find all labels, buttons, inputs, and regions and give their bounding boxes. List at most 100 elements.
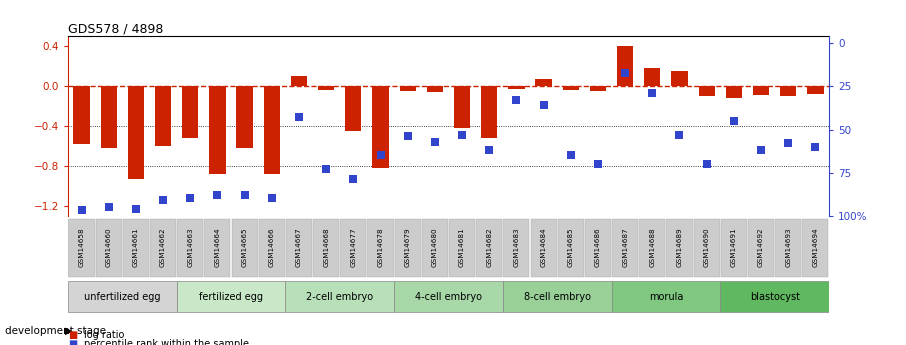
Text: GSM14685: GSM14685 [568,228,573,267]
Text: 8-cell embryo: 8-cell embryo [524,292,591,302]
Bar [400,86,416,91]
Bar [699,86,715,96]
Point [618,70,632,76]
FancyBboxPatch shape [667,219,692,277]
FancyBboxPatch shape [394,281,503,312]
FancyBboxPatch shape [178,219,203,277]
Bar [345,86,361,131]
Text: GSM14661: GSM14661 [133,228,139,267]
Text: GSM14664: GSM14664 [215,228,220,267]
Bar [427,86,443,92]
Text: GSM14678: GSM14678 [378,228,383,267]
Text: unfertilized egg: unfertilized egg [84,292,160,302]
Text: blastocyst: blastocyst [749,292,800,302]
Point [237,192,252,198]
Text: GSM14679: GSM14679 [405,228,410,267]
Point [564,152,578,158]
Point [482,147,496,153]
Bar [128,86,144,179]
Bar [780,86,796,96]
Text: GDS578 / 4898: GDS578 / 4898 [68,22,163,35]
Text: GSM14683: GSM14683 [514,228,519,267]
Bar [372,86,389,168]
FancyBboxPatch shape [368,219,393,277]
Point [536,103,551,108]
Text: 2-cell embryo: 2-cell embryo [306,292,373,302]
Point [156,197,170,203]
Point [455,132,469,137]
FancyBboxPatch shape [776,219,801,277]
Point [781,140,795,146]
Bar [590,86,606,91]
FancyBboxPatch shape [721,219,747,277]
Point [672,132,687,137]
Point [645,91,660,96]
Bar [454,86,470,128]
Bar [182,86,198,138]
Bar [535,79,552,86]
Point [591,161,605,167]
Text: ▶: ▶ [65,326,73,336]
Text: 4-cell embryo: 4-cell embryo [415,292,482,302]
Text: GSM14666: GSM14666 [269,228,275,267]
FancyBboxPatch shape [69,219,94,277]
FancyBboxPatch shape [694,219,719,277]
Point [373,152,388,158]
Text: GSM14692: GSM14692 [758,228,764,267]
Bar [508,86,525,89]
Text: morula: morula [649,292,683,302]
Point [265,196,279,201]
Bar [73,86,90,144]
Point [210,192,225,198]
FancyBboxPatch shape [313,219,339,277]
FancyBboxPatch shape [96,219,121,277]
Point [101,204,116,210]
Point [754,147,768,153]
FancyBboxPatch shape [720,281,829,312]
Bar [155,86,171,146]
Text: GSM14677: GSM14677 [351,228,356,267]
Text: GSM14667: GSM14667 [296,228,302,267]
FancyBboxPatch shape [177,281,285,312]
FancyBboxPatch shape [503,281,612,312]
Bar [807,86,824,94]
FancyBboxPatch shape [259,219,284,277]
FancyBboxPatch shape [612,219,638,277]
FancyBboxPatch shape [205,219,230,277]
Point [428,139,442,144]
Text: fertilized egg: fertilized egg [199,292,263,302]
FancyBboxPatch shape [286,219,312,277]
Point [319,166,333,172]
FancyBboxPatch shape [449,219,475,277]
Text: GSM14686: GSM14686 [595,228,601,267]
FancyBboxPatch shape [612,281,720,312]
Text: GSM14688: GSM14688 [650,228,655,267]
Text: GSM14684: GSM14684 [541,228,546,267]
Text: GSM14658: GSM14658 [79,228,84,267]
Bar [318,86,334,90]
Text: GSM14665: GSM14665 [242,228,247,267]
Text: GSM14690: GSM14690 [704,228,709,267]
FancyBboxPatch shape [123,219,149,277]
Text: GSM14662: GSM14662 [160,228,166,267]
FancyBboxPatch shape [585,219,611,277]
Bar [291,76,307,86]
Text: GSM14691: GSM14691 [731,228,737,267]
Text: GSM14663: GSM14663 [188,228,193,267]
Text: GSM14660: GSM14660 [106,228,111,267]
Text: GSM14693: GSM14693 [786,228,791,267]
Text: GSM14680: GSM14680 [432,228,438,267]
FancyBboxPatch shape [803,219,828,277]
FancyBboxPatch shape [341,219,366,277]
Text: GSM14682: GSM14682 [487,228,492,267]
FancyBboxPatch shape [504,219,529,277]
Text: ■: ■ [68,339,77,345]
Point [74,208,89,213]
FancyBboxPatch shape [531,219,556,277]
Bar [671,71,688,86]
FancyBboxPatch shape [68,281,177,312]
Point [808,144,823,149]
Text: percentile rank within the sample: percentile rank within the sample [84,339,249,345]
Text: ■: ■ [68,331,77,340]
FancyBboxPatch shape [285,281,394,312]
